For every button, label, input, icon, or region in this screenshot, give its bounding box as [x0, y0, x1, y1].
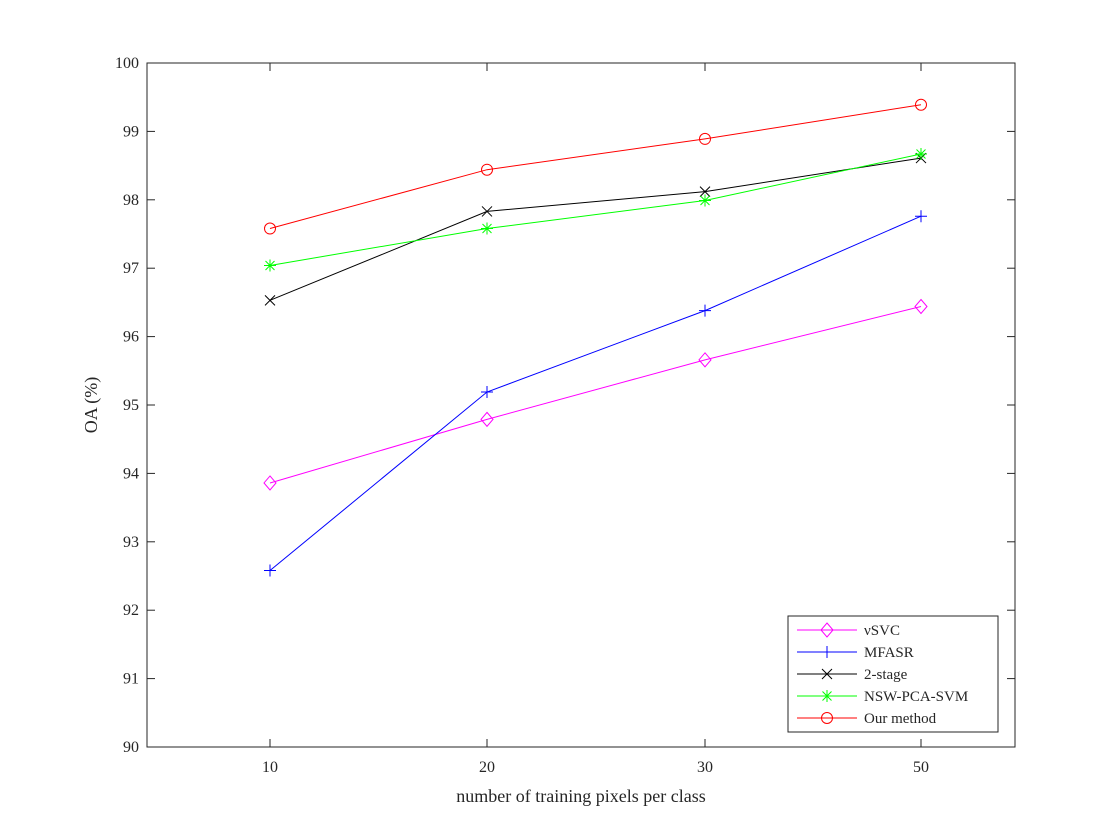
y-tick-label: 100: [115, 55, 139, 72]
legend-label: 2-stage: [864, 667, 908, 683]
y-tick-label: 97: [123, 260, 139, 277]
data-point: [264, 294, 276, 306]
series-0: [263, 298, 928, 491]
data-point: [699, 194, 711, 207]
data-point: [481, 206, 493, 217]
series-line: [269, 153, 922, 266]
data-point: [699, 132, 711, 145]
y-tick-label: 92: [123, 602, 139, 619]
legend: νSVC MFASR 2-stage NSW-PCA-SVM Our method: [787, 615, 999, 733]
series-4: [264, 98, 927, 235]
legend-label: Our method: [864, 711, 937, 727]
series-3: [264, 147, 927, 272]
y-tick-label: 96: [123, 329, 139, 346]
legend-item: NSW-PCA-SVM: [797, 689, 968, 705]
y-tick-label: 94: [123, 465, 139, 482]
x-axis-title: number of training pixels per class: [456, 786, 705, 806]
legend-item: νSVC: [797, 622, 900, 639]
series-line: [269, 104, 922, 230]
data-point: [915, 147, 927, 160]
data-point: [915, 210, 927, 223]
y-tick-label: 98: [123, 192, 139, 209]
data-point: [481, 222, 493, 235]
y-axis: 90 91 92 93 94 95 96 97 98 99 100: [115, 55, 1015, 756]
data-point: [264, 564, 276, 577]
legend-item: Our method: [797, 711, 937, 727]
y-tick-label: 93: [123, 534, 139, 551]
legend-label: MFASR: [864, 645, 914, 661]
data-point: [821, 668, 833, 680]
legend-item: MFASR: [797, 645, 914, 661]
data-point: [914, 298, 928, 315]
series-line: [269, 157, 922, 301]
x-tick-label: 20: [479, 759, 495, 776]
y-tick-label: 99: [123, 123, 139, 140]
y-tick-label: 95: [123, 397, 139, 414]
legend-label: NSW-PCA-SVM: [864, 689, 968, 705]
data-point: [821, 690, 833, 702]
x-tick-label: 10: [262, 759, 278, 776]
data-point: [699, 304, 711, 317]
series-line: [269, 306, 922, 484]
legend-item: 2-stage: [797, 667, 908, 683]
series-line: [269, 215, 922, 571]
data-point: [698, 352, 712, 368]
series-layer: [263, 98, 928, 577]
y-axis-title: OA (%): [81, 377, 102, 434]
data-point: [915, 98, 927, 111]
y-tick-label: 90: [123, 739, 139, 756]
y-tick-label: 91: [123, 671, 139, 688]
x-axis: 10 20 30 50: [262, 63, 929, 776]
legend-label: νSVC: [864, 623, 900, 639]
data-point: [263, 475, 277, 491]
data-point: [821, 646, 833, 658]
data-point: [820, 622, 834, 638]
data-point: [481, 163, 493, 176]
data-point: [821, 712, 833, 724]
data-point: [264, 259, 276, 272]
series-1: [264, 210, 927, 577]
data-point: [480, 411, 494, 428]
data-point: [699, 186, 711, 197]
x-tick-label: 30: [697, 759, 713, 776]
data-point: [481, 386, 493, 399]
x-tick-label: 50: [913, 759, 929, 776]
data-point: [264, 222, 276, 235]
